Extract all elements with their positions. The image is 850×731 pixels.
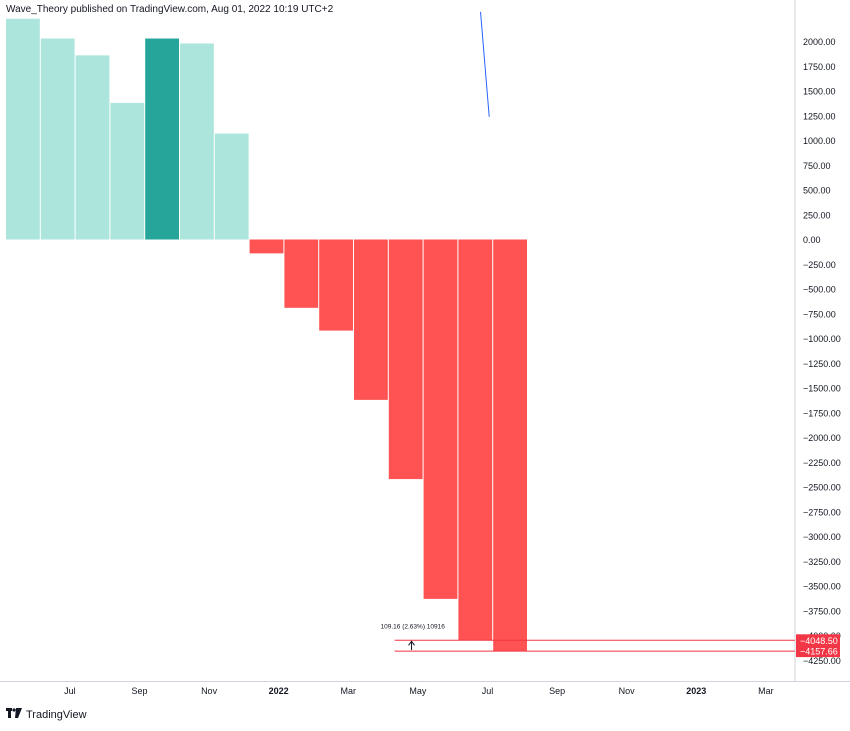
measure-arrow-head-icon — [408, 640, 415, 646]
histogram-bar — [249, 239, 284, 254]
y-tick-label: 1500.00 — [803, 87, 836, 97]
histogram-bar — [6, 18, 40, 240]
x-tick-label: Jul — [64, 686, 76, 696]
y-tick-label: −4250.00 — [803, 656, 841, 666]
y-tick-label: −750.00 — [803, 309, 836, 319]
histogram-bar — [75, 55, 110, 240]
histogram-bar — [214, 133, 249, 240]
histogram-bar — [110, 102, 145, 240]
y-tick-label: 0.00 — [803, 235, 821, 245]
y-tick-label: −250.00 — [803, 260, 836, 270]
x-tick-label: Sep — [131, 686, 147, 696]
brand-name: TradingView — [26, 708, 87, 721]
y-tick-label: −1000.00 — [803, 334, 841, 344]
x-tick-label: Mar — [758, 686, 774, 696]
y-tick-label: −3500.00 — [803, 582, 841, 592]
trend-line[interactable] — [480, 11, 490, 117]
y-tick-label: −3000.00 — [803, 532, 841, 542]
footer-brand: TradingView — [6, 708, 87, 721]
x-tick-label: 2022 — [269, 686, 289, 696]
histogram-bar — [145, 38, 179, 240]
x-tick-label: May — [409, 686, 427, 696]
y-tick-label: 750.00 — [803, 161, 831, 171]
x-tick-label: Nov — [619, 686, 636, 696]
y-tick-label: 1000.00 — [803, 136, 836, 146]
y-tick-label: −2000.00 — [803, 433, 841, 443]
histogram-bar — [493, 239, 527, 652]
histogram-bar — [458, 239, 493, 641]
y-tick-label: 1250.00 — [803, 111, 836, 121]
histogram-bar — [423, 239, 458, 599]
histogram-bar — [319, 239, 353, 331]
price-label-box — [796, 634, 840, 647]
y-tick-label: 250.00 — [803, 210, 831, 220]
y-tick-label: −1750.00 — [803, 408, 841, 418]
y-tick-label: −2750.00 — [803, 507, 841, 517]
x-tick-label: Jul — [482, 686, 494, 696]
y-tick-label: −1250.00 — [803, 359, 841, 369]
y-tick-label: −1500.00 — [803, 384, 841, 394]
y-tick-label: −500.00 — [803, 285, 836, 295]
x-tick-label: Sep — [549, 686, 565, 696]
y-tick-label: 500.00 — [803, 186, 831, 196]
histogram-bar — [354, 239, 388, 400]
y-tick-label: −3750.00 — [803, 606, 841, 616]
measure-label: 109.16 (2.63%) 10916 — [381, 623, 446, 630]
y-tick-label: −3250.00 — [803, 557, 841, 567]
y-tick-label: −2500.00 — [803, 483, 841, 493]
y-tick-label: −2250.00 — [803, 458, 841, 468]
publish-info: Wave_Theory published on TradingView.com… — [6, 4, 334, 15]
histogram-bar — [388, 239, 423, 480]
histogram-bar — [284, 239, 319, 308]
histogram-bar — [40, 38, 75, 240]
price-label: −4048.50 — [800, 636, 838, 646]
x-tick-label: Mar — [341, 686, 357, 696]
price-label: −4157.66 — [800, 647, 838, 657]
histogram-bar — [180, 43, 214, 240]
x-tick-label: Nov — [201, 686, 218, 696]
price-label-box — [796, 645, 840, 658]
y-tick-label: 2000.00 — [803, 37, 836, 47]
tradingview-logo-icon — [6, 708, 22, 721]
y-tick-label: 1750.00 — [803, 62, 836, 72]
x-tick-label: 2023 — [686, 686, 706, 696]
